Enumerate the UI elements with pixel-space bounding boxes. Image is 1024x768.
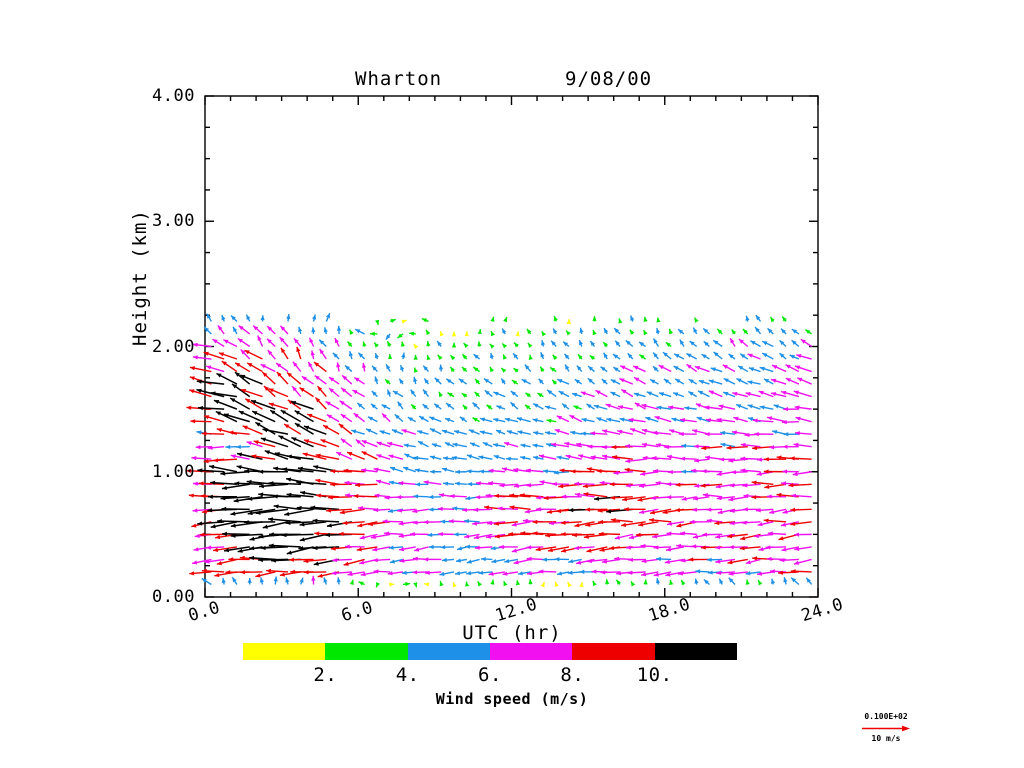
colorbar-tick-label: 2. — [313, 664, 338, 686]
y-tick-label: 4.00 — [152, 86, 195, 106]
y-tick-label: 0.00 — [152, 587, 195, 607]
reference-vector-key: 0.100E+02 10 m/s — [838, 712, 934, 744]
page-title: Wharton — [355, 68, 443, 90]
y-tick-label: 2.00 — [152, 336, 195, 357]
y-axis-title: Height (km) — [129, 209, 151, 346]
colorbar-band — [243, 643, 326, 660]
wind-vector-field — [186, 312, 813, 588]
colorbar-tick-label: 8. — [560, 664, 585, 686]
y-tick-label: 1.00 — [152, 461, 195, 482]
wind-speed-colorbar — [243, 643, 737, 660]
colorbar-band — [489, 643, 573, 660]
y-tick-label: 3.00 — [152, 211, 195, 232]
reference-vector-label: 10 m/s — [871, 734, 901, 743]
axes-frame — [204, 95, 819, 598]
colorbar-band — [654, 643, 737, 660]
colorbar-band — [407, 643, 490, 660]
colorbar-band — [572, 643, 655, 660]
colorbar-title: Wind speed (m/s) — [435, 690, 589, 708]
colorbar-tick-label: 10. — [636, 664, 673, 686]
reference-vector-value: 0.100E+02 — [864, 712, 908, 721]
colorbar-tick-label: 6. — [478, 664, 502, 686]
reference-vector-arrow-icon — [862, 725, 910, 732]
colorbar-tick-label: 4. — [395, 664, 420, 686]
x-axis-title: UTC (hr) — [462, 622, 562, 644]
plot-date-label: 9/08/00 — [565, 68, 653, 90]
colorbar-band — [325, 643, 408, 660]
